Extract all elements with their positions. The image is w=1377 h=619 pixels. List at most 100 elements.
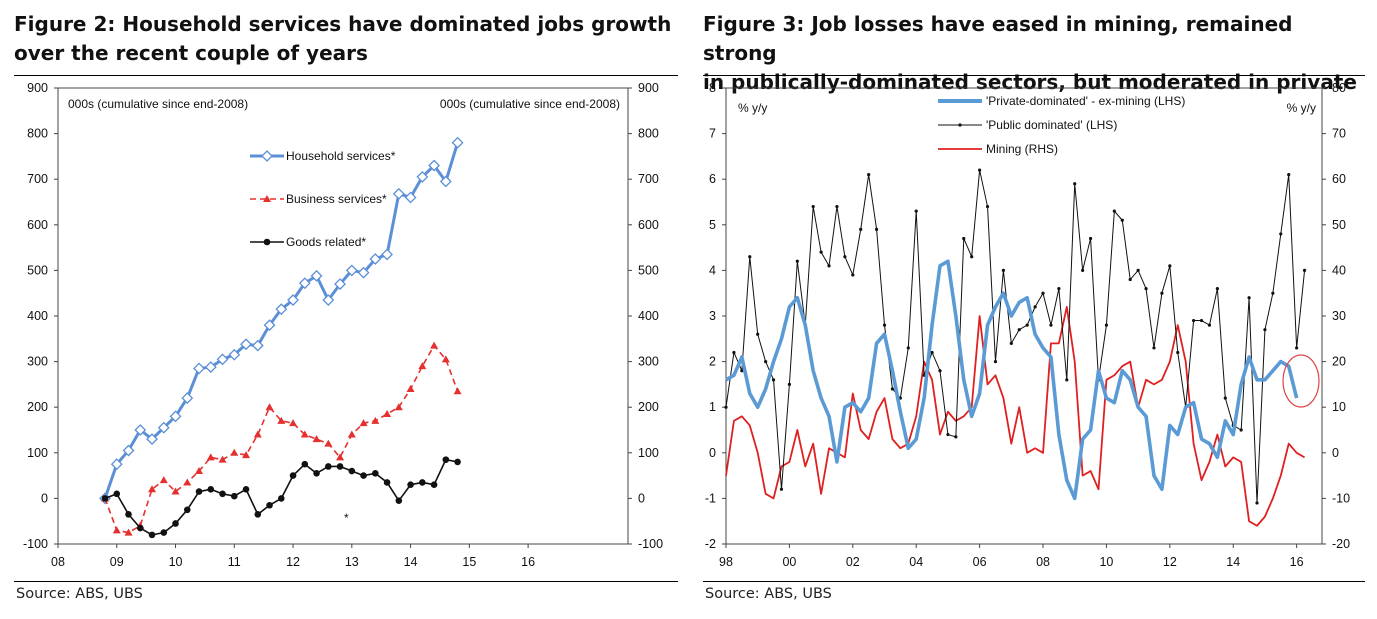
data-point — [843, 255, 847, 259]
data-point — [890, 387, 895, 391]
legend-label: Household services* — [286, 149, 396, 163]
data-point — [1152, 346, 1156, 350]
data-point — [454, 458, 461, 466]
figure-2-source: Source: ABS, UBS — [16, 586, 143, 602]
data-point — [1041, 291, 1045, 295]
data-point — [334, 278, 346, 290]
data-point — [819, 250, 823, 254]
data-point — [157, 421, 170, 434]
data-point — [1081, 268, 1085, 272]
y-tick-label-left: 800 — [27, 127, 48, 141]
data-point — [442, 456, 450, 463]
data-point — [978, 168, 982, 172]
data-point — [160, 529, 168, 536]
y-tick-label-left: 0 — [41, 491, 48, 505]
data-point — [287, 294, 299, 306]
data-point — [159, 476, 168, 484]
data-point — [1065, 378, 1069, 382]
data-point — [301, 460, 309, 468]
figure-2-bottom-rule — [14, 581, 678, 582]
data-point — [383, 410, 392, 418]
figure-3-source: Source: ABS, UBS — [705, 586, 832, 602]
y-tick-label-right: 30 — [1332, 309, 1346, 323]
data-point — [419, 479, 426, 486]
x-tick-label: 13 — [345, 555, 359, 569]
figure-3-top-rule — [703, 75, 1365, 76]
data-point — [347, 430, 356, 438]
data-point — [930, 350, 934, 355]
data-point — [428, 159, 441, 172]
data-point — [404, 191, 417, 204]
x-tick-label: 02 — [846, 555, 860, 569]
figure-2-title-line-1: Figure 2: Household services have domina… — [14, 12, 672, 36]
data-point — [1168, 264, 1172, 268]
data-point — [1207, 323, 1212, 327]
y-tick-label-right: 100 — [638, 446, 659, 460]
figure-2-ylabel-right: 000s (cumulative since end-2008) — [440, 97, 620, 111]
y-tick-label-left: -100 — [23, 537, 48, 551]
data-point — [136, 524, 144, 532]
data-point — [218, 455, 227, 463]
data-point — [867, 173, 871, 177]
data-point — [1160, 291, 1164, 295]
data-point — [1287, 173, 1291, 177]
data-point — [204, 361, 217, 373]
data-point — [254, 511, 262, 518]
y-tick-label-right: 300 — [638, 355, 659, 369]
data-point — [914, 209, 918, 213]
y-tick-label-right: 70 — [1332, 127, 1346, 141]
data-point — [242, 451, 251, 459]
data-point — [795, 259, 799, 263]
data-point — [265, 403, 274, 411]
data-point — [1009, 341, 1013, 345]
figure-3-ylabel-left: % y/y — [738, 101, 767, 115]
data-point — [882, 323, 887, 327]
data-point — [289, 472, 297, 479]
data-point — [1192, 318, 1196, 323]
data-point — [371, 416, 380, 424]
data-point — [298, 277, 311, 290]
data-point — [430, 341, 439, 349]
legend-marker — [958, 123, 962, 127]
legend-marker — [263, 238, 271, 246]
data-point — [993, 360, 998, 364]
y-tick-label-right: 700 — [638, 172, 659, 186]
data-point — [764, 360, 768, 364]
data-point — [1215, 287, 1219, 291]
data-point — [938, 369, 942, 373]
data-point — [1001, 268, 1005, 272]
x-tick-label: 15 — [462, 555, 476, 569]
legend-label: Mining (RHS) — [986, 142, 1058, 156]
data-point — [970, 255, 974, 259]
data-point — [740, 369, 744, 373]
data-point — [418, 362, 427, 370]
x-tick-label: 14 — [404, 555, 418, 569]
data-point — [756, 332, 760, 336]
data-point — [1176, 350, 1180, 355]
y-tick-label-right: 20 — [1332, 355, 1346, 369]
data-point — [851, 273, 855, 277]
data-point — [394, 403, 403, 411]
data-point — [219, 490, 226, 498]
y-tick-label-left: 7 — [709, 127, 716, 141]
data-point — [148, 485, 157, 493]
data-point — [827, 264, 831, 268]
figure-3-legend: 'Private-dominated' - ex-mining (LHS) 'Pu… — [938, 94, 1185, 156]
data-point — [148, 531, 156, 539]
y-tick-label-left: 400 — [27, 309, 48, 323]
data-point — [122, 444, 135, 457]
data-point — [383, 479, 391, 486]
figure-3-title: Figure 3: Job losses have eased in minin… — [703, 10, 1373, 97]
data-point — [230, 492, 238, 500]
data-point — [336, 453, 345, 461]
data-point — [395, 497, 403, 504]
data-point — [125, 511, 132, 518]
x-tick-label: 16 — [1290, 555, 1304, 569]
data-point — [263, 319, 276, 332]
y-tick-label-left: 300 — [27, 355, 48, 369]
data-point — [369, 253, 382, 265]
legend-marker — [263, 195, 271, 202]
data-point — [906, 346, 910, 350]
data-point — [1057, 287, 1061, 291]
